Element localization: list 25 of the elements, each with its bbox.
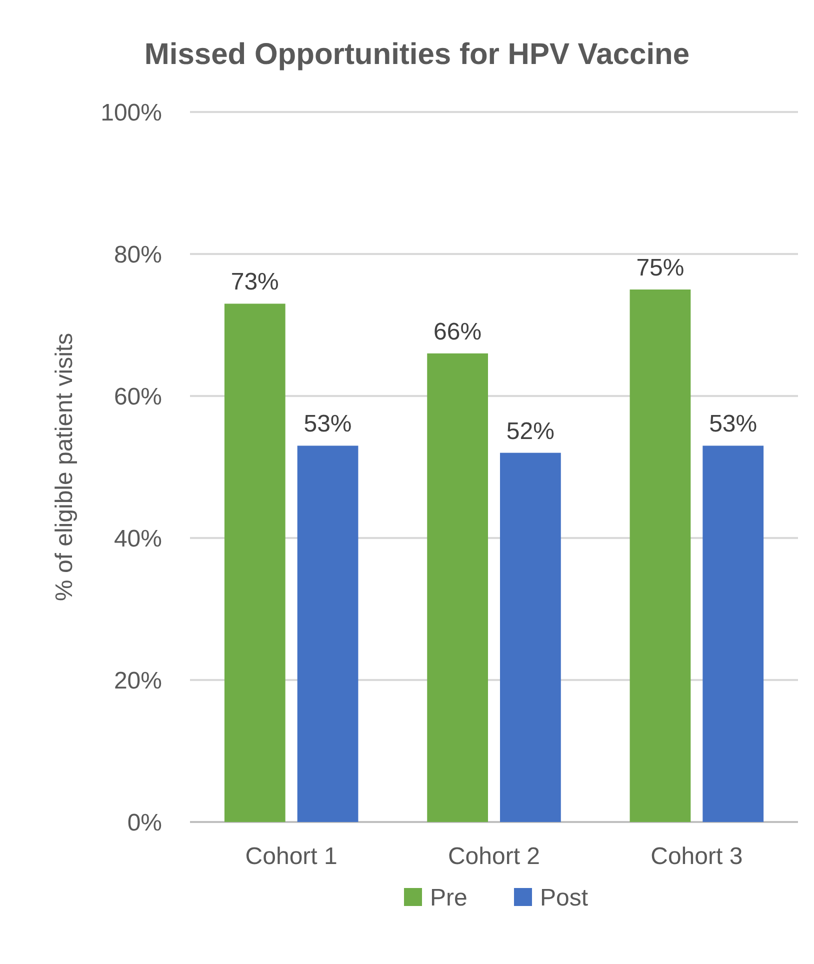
legend-label: Post [540, 884, 588, 912]
data-label: 53% [709, 410, 758, 438]
x-tick-label: Cohort 1 [245, 843, 338, 870]
bar [500, 452, 561, 822]
data-label: 52% [506, 418, 554, 445]
bar [224, 304, 286, 822]
data-label: 53% [304, 410, 352, 438]
y-axis-title: % of eligible patient visits [51, 332, 78, 602]
y-tick-label: 80% [114, 241, 162, 268]
bar [702, 446, 764, 822]
y-tick-label: 40% [114, 525, 162, 552]
x-tick-label: Cohort 2 [448, 843, 540, 870]
y-tick-label: 60% [114, 383, 162, 410]
y-tick-label: 100% [100, 99, 162, 126]
data-label: 66% [434, 318, 482, 346]
bar [630, 290, 691, 822]
legend-label: Pre [430, 884, 468, 912]
bar [297, 446, 358, 822]
y-tick-label: 20% [114, 667, 162, 694]
bar [427, 353, 488, 822]
chart-title: Missed Opportunities for HPV Vaccine [144, 38, 690, 71]
data-label: 75% [636, 254, 684, 282]
x-tick-label: Cohort 3 [650, 843, 743, 870]
y-tick-label: 0% [127, 809, 162, 836]
data-label: 73% [230, 268, 279, 296]
